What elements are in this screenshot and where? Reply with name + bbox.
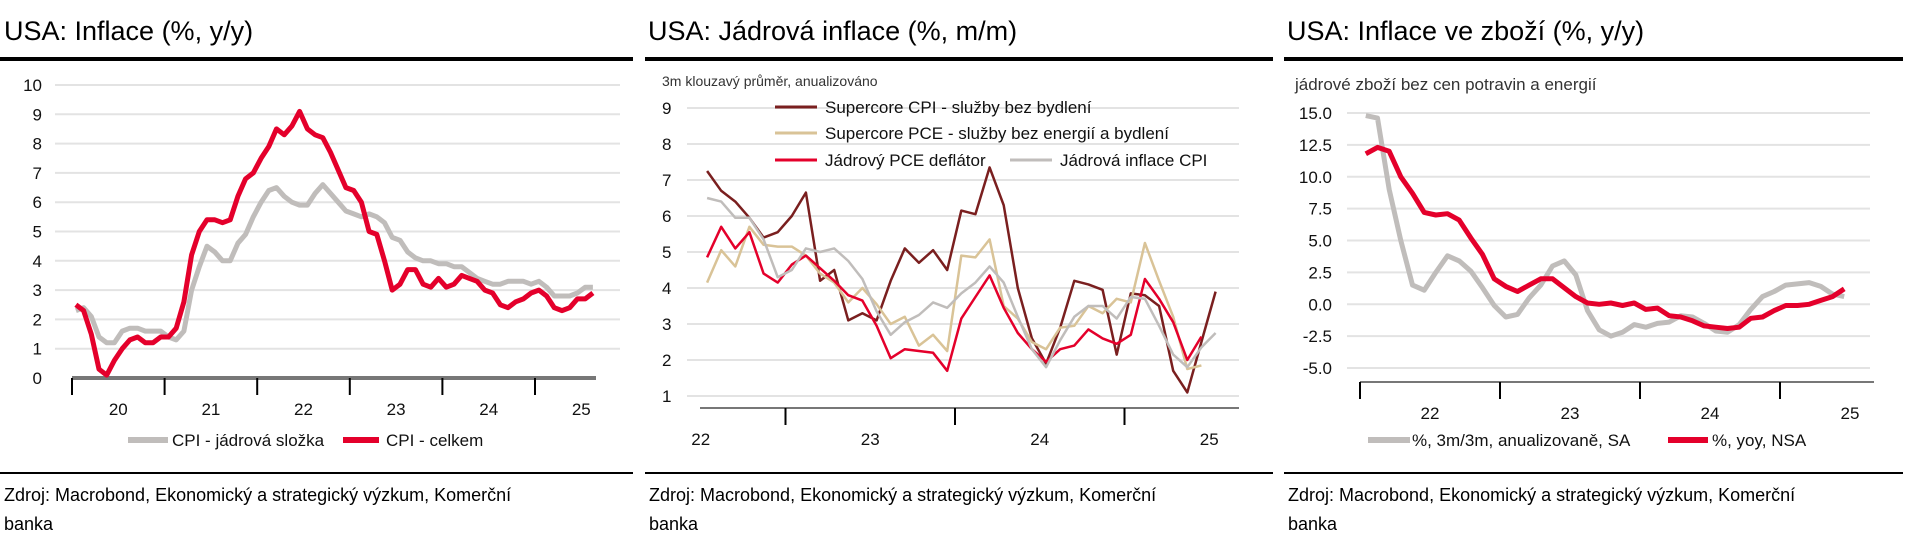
y-tick-label: 0	[33, 369, 42, 388]
x-tick-label: 20	[109, 400, 128, 419]
series-line-1	[706, 166, 1217, 394]
x-tick-label: 21	[201, 400, 220, 419]
y-tick-label: 3	[33, 281, 42, 300]
y-tick-label: 9	[33, 105, 42, 124]
x-tick-label: 25	[1200, 430, 1219, 449]
series-line-3	[705, 225, 1203, 373]
y-tick-label: 4	[662, 279, 671, 298]
source-note: Zdroj: Macrobond, Ekonomický a strategic…	[4, 485, 511, 505]
x-tick-label: 24	[479, 400, 498, 419]
title-rule	[645, 57, 1273, 61]
series-line-2	[74, 108, 595, 378]
series-line-2	[1364, 144, 1846, 331]
legend-label: CPI - jádrová složka	[172, 431, 325, 450]
y-tick-label: 0.0	[1308, 295, 1332, 314]
y-tick-label: 8	[662, 135, 671, 154]
series-line-1	[75, 182, 593, 346]
x-tick-label: 25	[572, 400, 591, 419]
legend-label: Supercore PCE - služby bez energií a byd…	[825, 124, 1169, 143]
chart-2: USA: Jádrová inflace (%, m/m) 3m klouzavý…	[645, 16, 1273, 534]
x-tick-label: 22	[294, 400, 313, 419]
chart-title: USA: Inflace ve zboží (%, y/y)	[1287, 16, 1644, 46]
series-line-4	[706, 196, 1217, 369]
footer-rule	[0, 472, 633, 474]
title-rule	[1284, 57, 1903, 61]
y-tick-label: 7	[33, 164, 42, 183]
x-tick-label: 22	[1421, 404, 1440, 423]
footer-rule	[1284, 472, 1903, 474]
legend-label: %, 3m/3m, anualizovaně, SA	[1412, 431, 1631, 450]
chart-title: USA: Inflace (%, y/y)	[4, 16, 253, 46]
chart-subtitle: 3m klouzavý průměr, anualizováno	[662, 73, 878, 89]
source-note-cont: banka	[649, 514, 699, 534]
y-tick-label: 2	[662, 351, 671, 370]
y-tick-label: 5	[662, 243, 671, 262]
y-tick-label: 4	[33, 252, 42, 271]
y-tick-label: 1	[662, 387, 671, 406]
legend-label: Jádrový PCE deflátor	[825, 151, 986, 170]
source-note-cont: banka	[4, 514, 54, 534]
y-tick-label: 2	[33, 310, 42, 329]
x-tick-label: 24	[1030, 430, 1049, 449]
y-tick-label: 5.0	[1308, 232, 1332, 251]
y-tick-label: 7	[662, 171, 671, 190]
x-tick-label: 25	[1841, 404, 1860, 423]
chart-title: USA: Jádrová inflace (%, m/m)	[648, 16, 1017, 46]
y-tick-label: 12.5	[1299, 136, 1332, 155]
y-tick-label: 7.5	[1308, 200, 1332, 219]
legend-label: CPI - celkem	[386, 431, 483, 450]
chart-3: USA: Inflace ve zboží (%, y/y) jádrové zb…	[1284, 16, 1903, 534]
legend-label: %, yoy, NSA	[1712, 431, 1807, 450]
series-line-2	[705, 225, 1202, 371]
y-tick-label: 5	[33, 223, 42, 242]
source-note-cont: banka	[1288, 514, 1338, 534]
y-tick-label: 9	[662, 99, 671, 118]
x-tick-label: 23	[387, 400, 406, 419]
legend-label: Jádrová inflace CPI	[1060, 151, 1207, 170]
y-tick-label: 10	[23, 76, 42, 95]
title-rule	[0, 57, 633, 61]
legend-label: Supercore CPI - služby bez bydlení	[825, 98, 1092, 117]
source-note: Zdroj: Macrobond, Ekonomický a strategic…	[649, 485, 1156, 505]
y-tick-label: 10.0	[1299, 168, 1332, 187]
source-note: Zdroj: Macrobond, Ekonomický a strategic…	[1288, 485, 1795, 505]
y-tick-label: 6	[33, 193, 42, 212]
x-tick-label: 24	[1701, 404, 1720, 423]
x-tick-label: 23	[1561, 404, 1580, 423]
y-tick-label: 1	[33, 340, 42, 359]
y-tick-label: 6	[662, 207, 671, 226]
x-tick-label: 23	[861, 430, 880, 449]
footer-rule	[645, 472, 1273, 474]
y-tick-label: 2.5	[1308, 263, 1332, 282]
y-tick-label: -5.0	[1303, 359, 1332, 378]
y-tick-label: 8	[33, 135, 42, 154]
series-line-1	[1365, 113, 1845, 339]
y-tick-label: 3	[662, 315, 671, 334]
y-tick-label: -2.5	[1303, 327, 1332, 346]
chart-subtitle: jádrové zboží bez cen potravin a energií	[1294, 75, 1597, 94]
y-tick-label: 15.0	[1299, 104, 1332, 123]
x-tick-label: 22	[691, 430, 710, 449]
